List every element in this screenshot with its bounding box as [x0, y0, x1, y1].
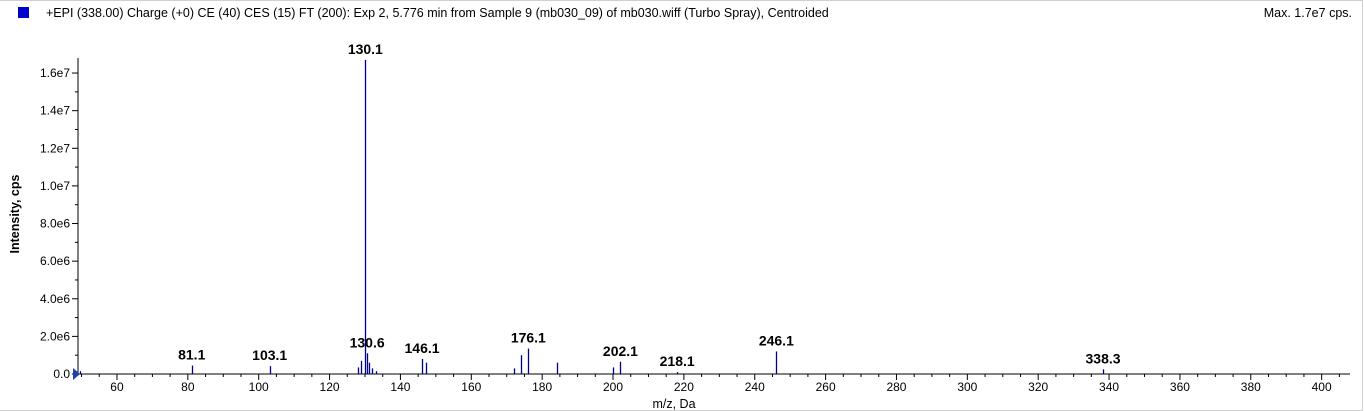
- x-axis-label: m/z, Da: [652, 397, 695, 411]
- peak-label: 130.1: [348, 41, 383, 57]
- y-tick-label: 8.0e6: [40, 217, 70, 231]
- y-tick-label: 0.0: [53, 367, 70, 381]
- x-tick-label: 200: [603, 380, 623, 394]
- y-tick-label: 1.4e7: [40, 104, 70, 118]
- x-tick-label: 160: [461, 380, 481, 394]
- x-tick-label: 320: [1028, 380, 1048, 394]
- spectrum-title: +EPI (338.00) Charge (+0) CE (40) CES (1…: [46, 6, 829, 20]
- peak-label: 81.1: [178, 347, 205, 363]
- x-tick-label: 60: [110, 380, 124, 394]
- peak-label: 202.1: [603, 343, 638, 359]
- peak-label: 218.1: [660, 353, 695, 369]
- peak-label: 130.6: [350, 334, 385, 350]
- x-tick-label: 240: [745, 380, 765, 394]
- y-tick-label: 6.0e6: [40, 254, 70, 268]
- x-tick-label: 120: [320, 380, 340, 394]
- x-tick-label: 380: [1241, 380, 1261, 394]
- y-tick-label: 1.0e7: [40, 179, 70, 193]
- peak-labels: 130.1 81.1 103.1 130.6 146.1 176.1 202.1 218.1 2…: [178, 41, 1121, 369]
- x-tick-label: 220: [674, 380, 694, 394]
- axes: 60 80 100 120 140 160 180 200 220 240 260 280 300 320…: [40, 58, 1350, 394]
- x-tick-label: 260: [816, 380, 836, 394]
- y-tick-label: 4.0e6: [40, 292, 70, 306]
- series-marker: [18, 7, 29, 18]
- x-tick-label: 360: [1170, 380, 1190, 394]
- y-tick-label: 2.0e6: [40, 329, 70, 343]
- max-intensity-label: Max. 1.7e7 cps.: [1263, 6, 1352, 20]
- origin-marker: [73, 368, 80, 380]
- y-tick-label: 1.2e7: [40, 141, 70, 155]
- x-tick-label: 300: [957, 380, 977, 394]
- x-tick-label: 100: [249, 380, 269, 394]
- x-tick-label: 280: [886, 380, 906, 394]
- x-tick-label: 80: [181, 380, 195, 394]
- x-tick-label: 340: [1099, 380, 1119, 394]
- peak-label: 176.1: [511, 330, 546, 346]
- peak-bars: [79, 59, 1105, 374]
- peak-label: 146.1: [405, 340, 440, 356]
- x-tick-label: 140: [390, 380, 410, 394]
- x-tick-label: 180: [532, 380, 552, 394]
- peak-label: 338.3: [1086, 350, 1121, 366]
- y-tick-label: 1.6e7: [40, 66, 70, 80]
- y-axis-label: Intensity, cps: [8, 174, 22, 253]
- peak-label: 246.1: [759, 332, 794, 348]
- x-tick-label: 400: [1312, 380, 1332, 394]
- peak-label: 103.1: [252, 347, 287, 363]
